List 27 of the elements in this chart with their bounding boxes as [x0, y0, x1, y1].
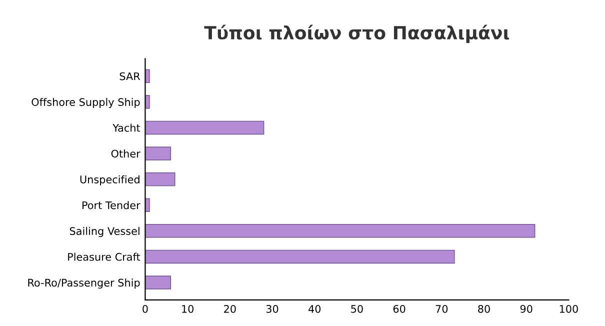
x-tick-label: 40 — [308, 304, 321, 313]
bar — [145, 250, 455, 264]
x-tick-label: 70 — [436, 304, 448, 313]
x-tick-label: 30 — [266, 304, 278, 313]
y-tick-label: Other — [111, 150, 140, 158]
y-tick-label: Yacht — [112, 124, 140, 132]
bar — [145, 172, 176, 186]
y-tick-label: SAR — [120, 72, 140, 80]
y-tick-label: Pleasure Craft — [68, 252, 140, 261]
bar — [145, 276, 172, 290]
y-tick-label: Offshore Supply Ship — [32, 98, 140, 108]
y-tick-label: Sailing Vessel — [70, 226, 140, 238]
x-tick-label: 0 — [142, 304, 148, 313]
y-tick-label: Port Tender — [82, 201, 140, 210]
bar — [145, 224, 536, 238]
x-tick-label: 50 — [351, 304, 363, 313]
x-tick-label: 10 — [182, 304, 194, 313]
x-tick-label: 80 — [478, 304, 490, 313]
bar — [145, 146, 172, 160]
y-tick-label: Unspecified — [80, 175, 140, 186]
x-tick-label: 100 — [560, 304, 578, 313]
bar — [145, 120, 264, 135]
y-tick-label: Ro-Ro/Passenger Ship — [28, 278, 140, 289]
x-tick-label: 20 — [224, 304, 236, 313]
x-tick-label: 90 — [520, 304, 532, 313]
chart-title: Τύποι πλοίων στο Πασαλιμάνι — [204, 24, 510, 44]
x-tick-label: 60 — [393, 304, 406, 313]
